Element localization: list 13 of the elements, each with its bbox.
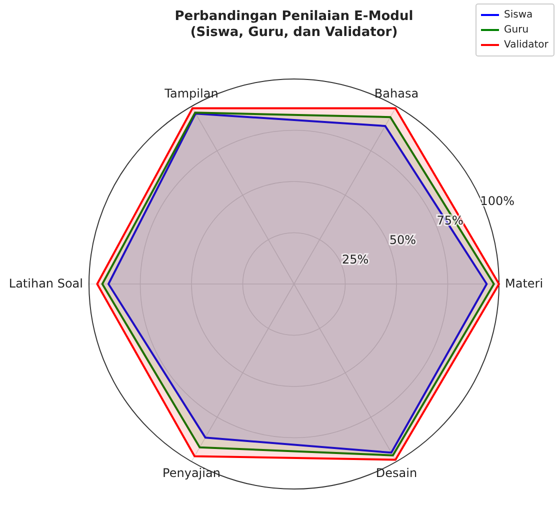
spoke-label: Penyajian — [162, 466, 220, 480]
y-tick-label: 100% — [480, 194, 515, 208]
spoke-label: Materi — [505, 276, 544, 290]
legend-label: Guru — [504, 24, 529, 36]
y-tick-label: 50% — [389, 233, 416, 248]
spoke-label: Bahasa — [374, 86, 419, 101]
spoke-label: Latihan Soal — [8, 276, 83, 290]
text: Perbandingan Penilaian E-Modul (Siswa, Guru, dan Validator) — [174, 9, 414, 40]
y-tick-label: 25% — [342, 252, 369, 267]
legend-label: Siswa — [504, 10, 533, 21]
spoke-label: Tampilan — [164, 86, 218, 101]
spoke-label: Desain — [376, 466, 418, 480]
legend-label: Validator — [504, 40, 550, 51]
